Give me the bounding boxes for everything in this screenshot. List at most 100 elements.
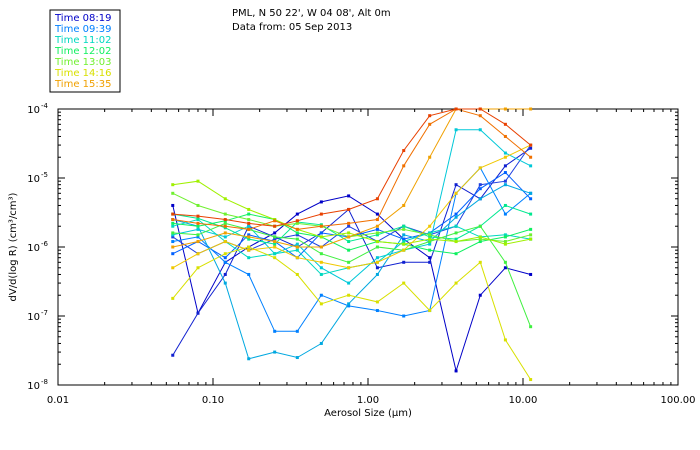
data-point	[478, 197, 482, 201]
data-point	[319, 272, 323, 276]
data-point	[273, 240, 277, 244]
data-point	[375, 227, 379, 231]
data-point	[454, 107, 458, 111]
data-point	[196, 233, 200, 237]
data-point	[375, 272, 379, 276]
data-point	[402, 248, 406, 252]
data-point	[223, 252, 227, 256]
data-point	[295, 212, 299, 216]
data-point	[402, 227, 406, 231]
data-point	[454, 212, 458, 216]
y-tick-label: 10	[27, 381, 40, 392]
data-point	[223, 218, 227, 222]
data-point	[171, 233, 175, 237]
data-point	[478, 114, 482, 118]
data-point	[196, 179, 200, 183]
data-point	[247, 272, 251, 276]
data-point	[402, 233, 406, 237]
data-point	[273, 256, 277, 260]
data-point	[247, 235, 251, 239]
data-point	[295, 256, 299, 260]
data-point	[223, 212, 227, 216]
data-point	[375, 260, 379, 264]
data-point	[529, 325, 533, 329]
data-point	[402, 203, 406, 207]
data-point	[347, 266, 351, 270]
data-point	[503, 183, 507, 187]
data-point	[503, 122, 507, 126]
data-point	[428, 309, 432, 313]
data-point	[319, 260, 323, 264]
data-point	[428, 114, 432, 118]
data-point	[454, 191, 458, 195]
data-point	[529, 143, 533, 147]
data-point	[247, 256, 251, 260]
data-point	[171, 353, 175, 357]
data-point	[428, 240, 432, 244]
data-point	[223, 197, 227, 201]
data-point	[171, 183, 175, 187]
data-point	[347, 224, 351, 228]
data-point	[247, 237, 251, 241]
data-point	[171, 224, 175, 228]
legend-entry: Time 08:19	[54, 13, 111, 24]
data-point	[295, 272, 299, 276]
data-point	[428, 224, 432, 228]
data-point	[171, 218, 175, 222]
data-point	[319, 302, 323, 306]
data-point	[273, 231, 277, 235]
data-point	[478, 235, 482, 239]
data-point	[375, 266, 379, 270]
data-point	[503, 242, 507, 246]
data-point	[503, 203, 507, 207]
data-point	[347, 304, 351, 308]
data-point	[503, 240, 507, 244]
data-point	[273, 245, 277, 249]
data-point	[319, 245, 323, 249]
chart-subtitle: Data from: 05 Sep 2013	[232, 22, 352, 33]
data-point	[503, 233, 507, 237]
data-point	[223, 256, 227, 260]
data-point	[428, 260, 432, 264]
y-tick-exponent: -4	[41, 102, 49, 110]
data-point	[478, 260, 482, 264]
data-point	[171, 231, 175, 235]
legend-entry: Time 12:02	[54, 46, 111, 57]
data-point	[503, 164, 507, 168]
data-point	[454, 252, 458, 256]
series-14	[171, 143, 533, 270]
y-tick-label: 10	[27, 105, 40, 116]
data-point	[503, 155, 507, 159]
data-point	[171, 191, 175, 195]
data-point	[171, 266, 175, 270]
data-point	[273, 224, 277, 228]
data-point	[319, 266, 323, 270]
data-point	[295, 233, 299, 237]
data-point	[375, 212, 379, 216]
data-point	[196, 216, 200, 220]
data-point	[347, 221, 351, 225]
data-point	[171, 252, 175, 256]
data-point	[247, 245, 251, 249]
data-point	[196, 252, 200, 256]
legend-entry: Time 14:16	[54, 68, 111, 79]
data-point	[247, 212, 251, 216]
series-10	[171, 221, 533, 329]
legend-entry: Time 13:03	[54, 57, 111, 68]
data-point	[529, 197, 533, 201]
data-point	[375, 245, 379, 249]
data-point	[223, 226, 227, 230]
data-point	[223, 231, 227, 235]
data-point	[347, 194, 351, 198]
data-point	[171, 296, 175, 300]
series-13	[171, 245, 533, 382]
data-point	[223, 235, 227, 239]
series-17	[171, 107, 533, 228]
data-point	[196, 235, 200, 239]
data-point	[223, 260, 227, 264]
data-point	[503, 260, 507, 264]
y-axis-label: dV/d(log R) (cm³/cm³)	[8, 192, 19, 301]
data-point	[428, 233, 432, 237]
data-point	[319, 341, 323, 345]
